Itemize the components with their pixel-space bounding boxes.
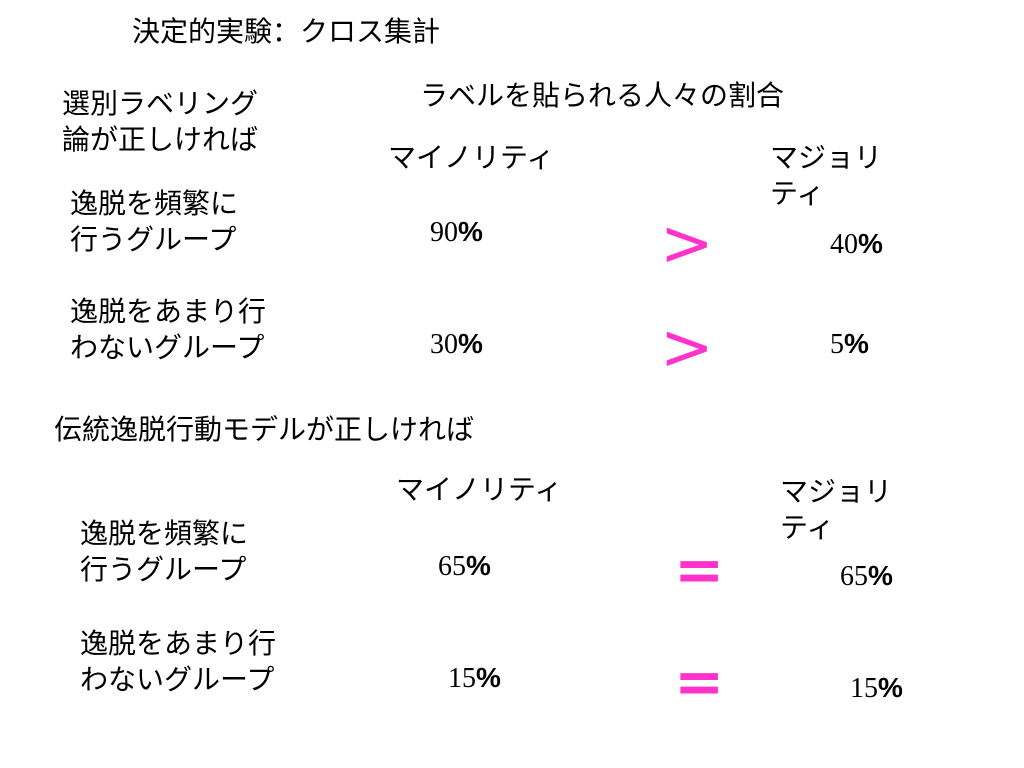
section2-row2-equals-symbol: =: [674, 647, 725, 717]
section2-row1-equals-symbol: =: [674, 535, 725, 605]
section1-majority-label: マジョリ ティ: [770, 140, 882, 212]
percent-sign: %: [466, 550, 491, 581]
percent-sign: %: [458, 328, 483, 359]
section2-row2-majority-number: 15: [850, 673, 878, 704]
section1-row2-minority-number: 30: [430, 329, 458, 360]
section2-row1-group-line1: 逸脱を頻繁に: [80, 517, 249, 550]
section1-condition-line1: 選別ラベリング: [62, 87, 259, 120]
section1-row2-majority-value: 5%: [830, 326, 869, 363]
section1-row1-group-line2: 行うグループ: [70, 223, 237, 256]
section2-row2-majority-value: 15%: [850, 670, 903, 707]
section2-majority-label-line1: マジョリ: [780, 475, 893, 508]
column-header: ラベルを貼られる人々の割合: [420, 79, 785, 112]
section1-row2-greater-than-symbol: >: [660, 311, 714, 385]
section1-condition: 選別ラベリング 論が正しければ: [62, 86, 258, 158]
section2-majority-label-line2: ティ: [780, 511, 835, 544]
percent-sign: %: [476, 662, 501, 693]
section2-row2-group-line1: 逸脱をあまり行: [80, 627, 277, 660]
slide-title: 決定的実験：クロス集計: [132, 15, 441, 48]
section1-row2-minority-value: 30%: [430, 326, 483, 363]
section1-row1-greater-than-symbol: >: [660, 207, 714, 281]
section1-majority-label-line2: ティ: [770, 177, 825, 210]
section2-row2-minority-number: 15: [448, 663, 476, 694]
section2-row1-majority-number: 65: [840, 561, 868, 592]
section1-row1-majority-value: 40%: [830, 226, 883, 263]
section2-condition: 伝統逸脱行動モデルが正しければ: [54, 413, 475, 446]
section1-row1-group-line1: 逸脱を頻繁に: [70, 187, 239, 220]
section2-row1-minority-number: 65: [438, 551, 466, 582]
section2-row1-group: 逸脱を頻繁に 行うグループ: [80, 516, 248, 588]
section1-majority-label-line1: マジョリ: [770, 141, 883, 174]
section2-row2-minority-value: 15%: [448, 660, 501, 697]
section2-minority-label: マイノリティ: [396, 473, 563, 506]
percent-sign: %: [858, 228, 883, 259]
section1-row1-minority-number: 90: [430, 217, 458, 248]
section2-row1-majority-value: 65%: [840, 558, 893, 595]
section2-row1-group-line2: 行うグループ: [80, 553, 247, 586]
section1-row2-group: 逸脱をあまり行 わないグループ: [70, 294, 266, 366]
percent-sign: %: [844, 328, 869, 359]
section1-row1-minority-value: 90%: [430, 214, 483, 251]
section1-condition-line2: 論が正しければ: [62, 123, 259, 156]
section1-row1-majority-number: 40: [830, 229, 858, 260]
section2-row2-group-line2: わないグループ: [80, 663, 275, 696]
section1-row1-group: 逸脱を頻繁に 行うグループ: [70, 186, 238, 258]
section2-row1-minority-value: 65%: [438, 548, 491, 585]
section2-majority-label: マジョリ ティ: [780, 474, 892, 546]
percent-sign: %: [458, 216, 483, 247]
section1-row2-group-line2: わないグループ: [70, 331, 265, 364]
section1-row2-majority-number: 5: [830, 329, 844, 360]
percent-sign: %: [868, 560, 893, 591]
section1-row2-group-line1: 逸脱をあまり行: [70, 295, 267, 328]
section2-row2-group: 逸脱をあまり行 わないグループ: [80, 626, 276, 698]
section1-minority-label: マイノリティ: [388, 141, 555, 174]
percent-sign: %: [878, 672, 903, 703]
